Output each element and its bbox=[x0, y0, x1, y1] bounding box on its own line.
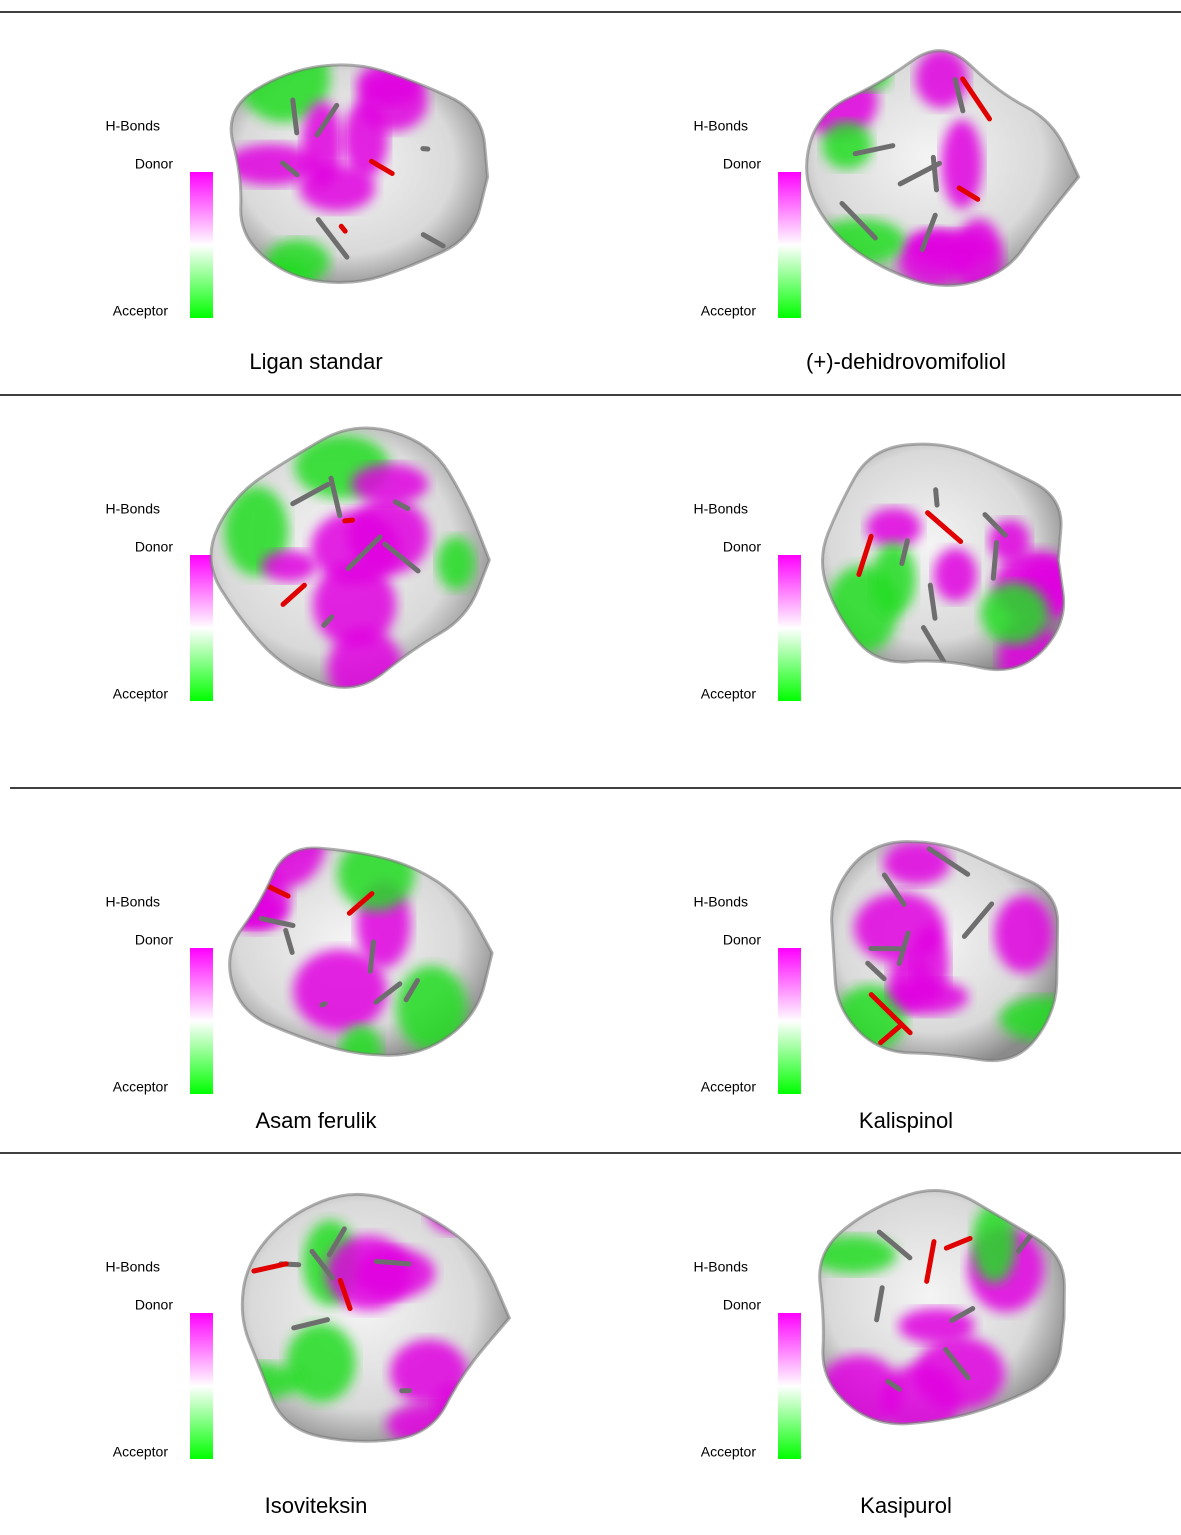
legend-title: H-Bonds bbox=[106, 1259, 160, 1275]
patch bbox=[302, 101, 343, 187]
legend-acceptor: Acceptor bbox=[701, 1444, 757, 1460]
stick bbox=[370, 942, 373, 971]
patch bbox=[326, 1235, 411, 1310]
patch bbox=[934, 548, 977, 601]
patch bbox=[1022, 1408, 1074, 1441]
legend-acceptor: Acceptor bbox=[113, 686, 169, 702]
surface-image bbox=[225, 34, 488, 306]
patch bbox=[797, 1036, 870, 1081]
legend-title: H-Bonds bbox=[694, 1259, 748, 1275]
patch bbox=[1000, 997, 1092, 1041]
legend-title: H-Bonds bbox=[694, 118, 748, 134]
patch bbox=[872, 543, 916, 616]
stick bbox=[322, 1004, 325, 1005]
patch bbox=[994, 895, 1053, 972]
legend-gradient bbox=[778, 172, 801, 318]
legend-title: H-Bonds bbox=[694, 501, 748, 517]
legend-gradient bbox=[190, 1313, 213, 1459]
panel: H-Bonds Donor Acceptor Ligan standar bbox=[106, 34, 488, 374]
legend-gradient bbox=[778, 948, 801, 1094]
legend-acceptor: Acceptor bbox=[701, 686, 757, 702]
caption: Kasipurol bbox=[860, 1493, 952, 1518]
patch bbox=[207, 1363, 302, 1400]
legend-donor: Donor bbox=[723, 932, 761, 948]
patch bbox=[427, 1184, 482, 1233]
panel: H-Bonds Donor Acceptor Asam ferulik bbox=[106, 799, 493, 1133]
patch bbox=[1028, 1175, 1070, 1243]
caption: Isoviteksin bbox=[265, 1493, 368, 1518]
panel: H-Bonds Donor Acceptor (+)-dehidrovomifolio… bbox=[694, 49, 1079, 374]
legend-gradient bbox=[778, 555, 801, 701]
stick bbox=[341, 226, 345, 231]
legend-gradient bbox=[190, 172, 213, 318]
patch bbox=[883, 841, 950, 885]
stick bbox=[376, 1261, 409, 1263]
legend-donor: Donor bbox=[135, 1297, 173, 1313]
stick bbox=[993, 542, 996, 578]
patch bbox=[972, 1204, 1016, 1283]
legend-donor: Donor bbox=[135, 539, 173, 555]
surface-image bbox=[799, 49, 1078, 298]
stick bbox=[345, 520, 353, 521]
legend-acceptor: Acceptor bbox=[113, 1079, 169, 1095]
legend-acceptor: Acceptor bbox=[701, 303, 757, 319]
patch bbox=[338, 838, 415, 910]
legend-acceptor: Acceptor bbox=[113, 1444, 169, 1460]
legend-title: H-Bonds bbox=[694, 894, 748, 910]
patch bbox=[866, 508, 921, 548]
patch bbox=[822, 121, 872, 169]
panel: H-Bonds Donor Acceptor bbox=[106, 428, 490, 708]
patch bbox=[239, 799, 325, 889]
legend-donor: Donor bbox=[723, 1297, 761, 1313]
surface-image bbox=[812, 1175, 1074, 1441]
caption: Ligan standar bbox=[249, 349, 382, 374]
caption: Asam ferulik bbox=[255, 1108, 377, 1133]
patch bbox=[981, 583, 1049, 645]
panel: H-Bonds Donor Acceptor Kalispinol bbox=[694, 841, 1092, 1133]
legend-donor: Donor bbox=[723, 156, 761, 172]
panel: H-Bonds Donor Acceptor bbox=[694, 444, 1078, 702]
legend-gradient bbox=[190, 555, 213, 701]
patch bbox=[437, 537, 475, 590]
patch bbox=[817, 1355, 901, 1433]
panel: H-Bonds Donor Acceptor Isoviteksin bbox=[106, 1184, 510, 1518]
stick bbox=[936, 490, 937, 505]
legend-title: H-Bonds bbox=[106, 118, 160, 134]
surface-image bbox=[207, 1184, 510, 1446]
patch bbox=[854, 892, 944, 963]
legend-gradient bbox=[190, 948, 213, 1094]
surface-image bbox=[797, 841, 1091, 1081]
caption: Kalispinol bbox=[859, 1108, 953, 1133]
legend-gradient bbox=[778, 1313, 801, 1459]
patch bbox=[397, 966, 467, 1051]
figure: H-BondsDonorAcceptorLigan standarH-Bonds… bbox=[0, 0, 1181, 1530]
patch bbox=[941, 119, 982, 208]
legend-acceptor: Acceptor bbox=[113, 303, 169, 319]
surface bbox=[242, 1194, 509, 1441]
patch bbox=[262, 550, 317, 581]
panel: H-Bonds Donor Acceptor Kasipurol bbox=[694, 1175, 1074, 1518]
legend-title: H-Bonds bbox=[106, 894, 160, 910]
caption: (+)-dehidrovomifoliol bbox=[806, 349, 1006, 374]
stick bbox=[933, 157, 936, 189]
legend-donor: Donor bbox=[723, 539, 761, 555]
patch bbox=[352, 464, 429, 504]
legend-title: H-Bonds bbox=[106, 501, 160, 517]
patch bbox=[888, 953, 929, 1010]
patch bbox=[390, 1340, 467, 1406]
legend-donor: Donor bbox=[135, 932, 173, 948]
legend-acceptor: Acceptor bbox=[701, 1079, 757, 1095]
legend-donor: Donor bbox=[135, 156, 173, 172]
patch bbox=[286, 1323, 356, 1402]
